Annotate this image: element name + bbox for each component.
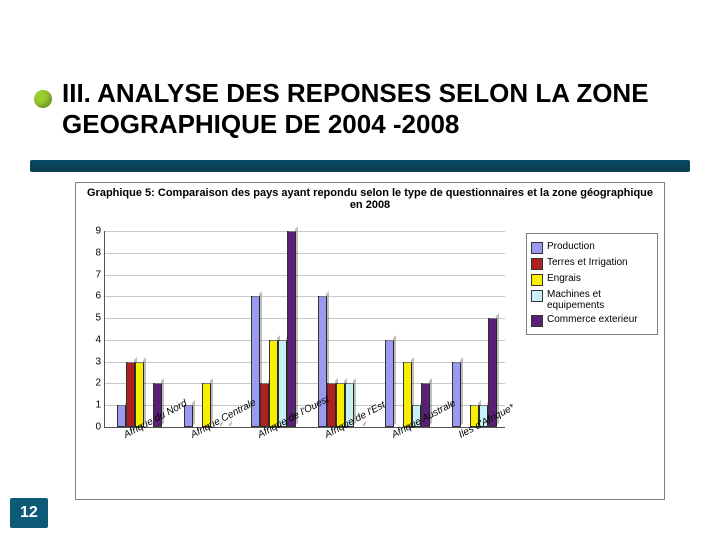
y-tick-label: 1 bbox=[81, 400, 101, 411]
bar-group bbox=[251, 231, 296, 427]
bar bbox=[385, 340, 394, 427]
y-tick-label: 4 bbox=[81, 334, 101, 345]
y-tick-label: 9 bbox=[81, 226, 101, 237]
y-tick-label: 8 bbox=[81, 247, 101, 258]
y-tick-label: 0 bbox=[81, 422, 101, 433]
bar bbox=[327, 383, 336, 427]
legend-row: Production bbox=[531, 241, 653, 254]
page-number-text: 12 bbox=[20, 504, 38, 521]
bar bbox=[135, 362, 144, 427]
legend-label: Commerce exterieur bbox=[547, 314, 638, 325]
legend: Production Terres et Irrigation Engrais Mac… bbox=[526, 233, 658, 335]
legend-row: Commerce exterieur bbox=[531, 314, 653, 327]
y-tick-label: 3 bbox=[81, 356, 101, 367]
legend-swatch bbox=[531, 242, 543, 254]
bar-group bbox=[452, 318, 497, 427]
legend-swatch bbox=[531, 274, 543, 286]
legend-swatch bbox=[531, 290, 543, 302]
plot-area: 0123456789 bbox=[104, 231, 504, 427]
y-tick-label: 6 bbox=[81, 291, 101, 302]
x-axis-labels: Afrique du NordAfrique CentraleAfrique d… bbox=[104, 431, 504, 491]
bar bbox=[260, 383, 269, 427]
bar bbox=[117, 405, 126, 427]
plot: 0123456789 bbox=[104, 231, 505, 428]
legend-label: Production bbox=[547, 241, 595, 252]
title-text: III. ANALYSE DES REPONSES SELON LA ZONE … bbox=[62, 78, 649, 139]
title-underline bbox=[30, 160, 690, 172]
legend-label: Terres et Irrigation bbox=[547, 257, 628, 268]
y-tick-label: 2 bbox=[81, 378, 101, 389]
bar bbox=[269, 340, 278, 427]
y-tick-label: 7 bbox=[81, 269, 101, 280]
chart-title: Graphique 5: Comparaison des pays ayant … bbox=[76, 183, 664, 213]
chart-container: Graphique 5: Comparaison des pays ayant … bbox=[75, 182, 665, 500]
bar-group bbox=[318, 296, 363, 427]
bar bbox=[452, 362, 461, 427]
bar bbox=[403, 362, 412, 427]
legend-row: Machines et equipements bbox=[531, 289, 653, 311]
page-number: 12 bbox=[10, 498, 48, 528]
legend-row: Terres et Irrigation bbox=[531, 257, 653, 270]
bar bbox=[287, 231, 296, 427]
title-bullet bbox=[34, 90, 52, 108]
legend-swatch bbox=[531, 258, 543, 270]
slide-title: III. ANALYSE DES REPONSES SELON LA ZONE … bbox=[62, 78, 662, 140]
legend-label: Machines et equipements bbox=[547, 289, 653, 311]
legend-label: Engrais bbox=[547, 273, 581, 284]
legend-row: Engrais bbox=[531, 273, 653, 286]
legend-swatch bbox=[531, 315, 543, 327]
bar bbox=[126, 362, 135, 427]
y-tick-label: 5 bbox=[81, 313, 101, 324]
